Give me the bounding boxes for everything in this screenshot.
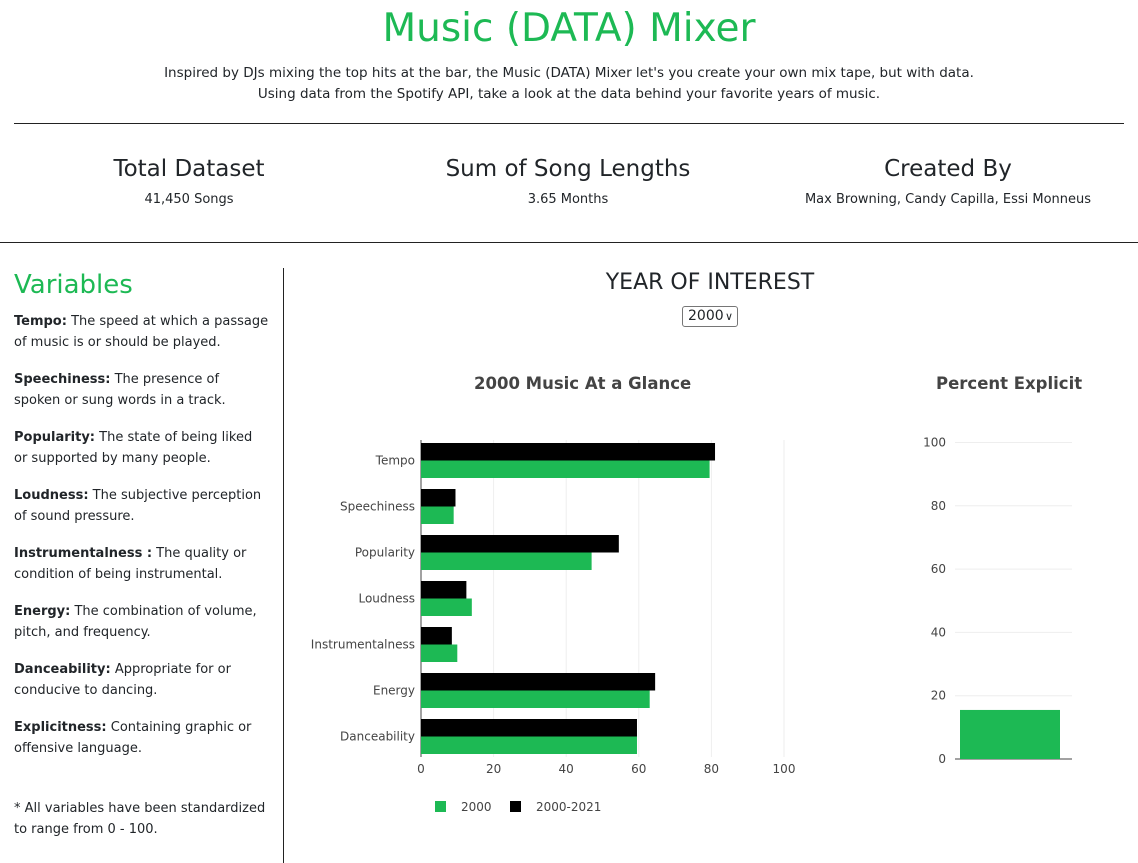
stat-title: Created By — [884, 156, 1012, 182]
y-tick-label: 100 — [923, 436, 946, 450]
stat-title: Sum of Song Lengths — [445, 156, 691, 182]
bar-2000 — [421, 644, 458, 662]
page-title: Music (DATA) Mixer — [382, 6, 756, 51]
variable-instrumentalness: Instrumentalness : The quality or condit… — [14, 543, 269, 585]
legend-label: 2000 — [461, 800, 492, 814]
stat-created-by: Created By Max Browning, Candy Capilla, … — [773, 156, 1123, 207]
category-label: Danceability — [340, 730, 415, 744]
y-tick-label: 40 — [931, 625, 946, 639]
variable-loudness: Loudness: The subjective perception of s… — [14, 485, 269, 527]
stat-title: Total Dataset — [113, 156, 265, 182]
category-label: Tempo — [375, 454, 415, 468]
explicit-chart-title: Percent Explicit — [936, 374, 1083, 393]
bar-percent-explicit — [960, 709, 1060, 759]
bar-2000-2021 — [421, 489, 456, 507]
x-tick-label: 40 — [559, 762, 574, 776]
variable-popularity: Popularity: The state of being liked or … — [14, 427, 269, 469]
variable-term: Danceability: — [14, 662, 111, 677]
variable-term: Explicitness: — [14, 720, 107, 735]
variable-danceability: Danceability: Appropriate for or conduci… — [14, 659, 269, 701]
variable-term: Energy: — [14, 604, 71, 619]
variable-definition: Containing graphic or offensive language… — [14, 720, 252, 756]
x-tick-label: 60 — [631, 762, 646, 776]
bar-2000 — [421, 506, 454, 524]
legend-swatch — [435, 801, 446, 812]
bar-chart-title: 2000 Music At a Glance — [474, 374, 692, 393]
bar-2000-2021 — [421, 627, 452, 645]
variable-definition: The subjective perception of sound press… — [14, 488, 262, 524]
variable-term: Speechiness: — [14, 372, 111, 387]
variable-definition: Appropriate for or conducive to dancing. — [14, 662, 231, 698]
bar-2000-2021 — [421, 535, 619, 553]
bar-2000 — [421, 460, 710, 478]
variable-definition: The state of being liked or supported by… — [14, 430, 253, 466]
variable-definition: The combination of volume, pitch, and fr… — [14, 604, 257, 640]
variable-speechiness: Speechiness: The presence of spoken or s… — [14, 369, 269, 411]
stat-value: 41,450 Songs — [144, 192, 234, 207]
legend-label: 2000-2021 — [536, 800, 601, 814]
category-label: Energy — [373, 684, 415, 698]
sidebar-title: Variables — [14, 270, 133, 300]
variable-term: Tempo: — [14, 314, 67, 329]
bar-2000-2021 — [421, 673, 656, 691]
stat-total-dataset: Total Dataset 41,450 Songs — [39, 156, 339, 207]
y-tick-label: 60 — [931, 562, 946, 576]
stat-value: Max Browning, Candy Capilla, Essi Monneu… — [804, 192, 1092, 207]
year-select-value: 2000 — [688, 308, 724, 324]
category-label: Loudness — [358, 592, 415, 606]
bar-2000 — [421, 690, 650, 708]
variable-explicitness: Explicitness: Containing graphic or offe… — [14, 717, 269, 759]
variable-definition: The quality or condition of being instru… — [14, 546, 247, 582]
x-tick-label: 0 — [417, 762, 425, 776]
stats-divider — [0, 242, 1138, 243]
category-label: Speechiness — [340, 500, 415, 514]
bar-2000 — [421, 598, 472, 616]
intro-line-2: Using data from the Spotify API, take a … — [257, 86, 881, 102]
bar-chart: 0 20 40 60 80 100 Tempo Speechiness Popularity Lo… — [311, 440, 796, 814]
bar-2000 — [421, 736, 637, 754]
intro-text: Inspired by DJs mixing the top hits at t… — [0, 63, 1138, 105]
intro-line-1: Inspired by DJs mixing the top hits at t… — [164, 65, 974, 81]
bar-2000-2021 — [421, 443, 716, 461]
variable-term: Instrumentalness : — [14, 546, 153, 561]
x-tick-label: 80 — [704, 762, 719, 776]
stat-song-lengths: Sum of Song Lengths 3.65 Months — [418, 156, 718, 207]
variable-term: Loudness: — [14, 488, 89, 503]
variable-definition: The presence of spoken or sung words in … — [14, 372, 226, 408]
header-divider — [14, 123, 1124, 124]
x-tick-label: 100 — [773, 762, 796, 776]
bar-2000-2021 — [421, 719, 637, 737]
y-tick-label: 0 — [938, 752, 946, 766]
y-tick-label: 20 — [931, 689, 946, 703]
year-select[interactable]: 2000 ∨ — [682, 306, 738, 327]
variable-energy: Energy: The combination of volume, pitch… — [14, 601, 269, 643]
stat-value: 3.65 Months — [527, 192, 609, 207]
category-label: Instrumentalness — [311, 638, 415, 652]
category-label: Popularity — [355, 546, 415, 560]
y-tick-label: 80 — [931, 499, 946, 513]
x-tick-label: 20 — [486, 762, 501, 776]
variable-definition: The speed at which a passage of music is… — [14, 314, 269, 350]
bar-2000 — [421, 552, 592, 570]
variable-tempo: Tempo: The speed at which a passage of m… — [14, 311, 269, 353]
legend-swatch — [510, 801, 521, 812]
sidebar-divider — [283, 268, 284, 863]
variables-sidebar: Variables Tempo: The speed at which a pa… — [14, 270, 274, 837]
explicit-chart: 0 20 40 60 80 100 — [923, 436, 1072, 766]
variable-term: Popularity: — [14, 430, 96, 445]
chevron-down-icon: ∨ — [724, 310, 733, 323]
standardization-note: * All variables have been standardized t… — [14, 801, 266, 837]
year-of-interest-heading: YEAR OF INTEREST — [605, 270, 815, 295]
bar-2000-2021 — [421, 581, 467, 599]
